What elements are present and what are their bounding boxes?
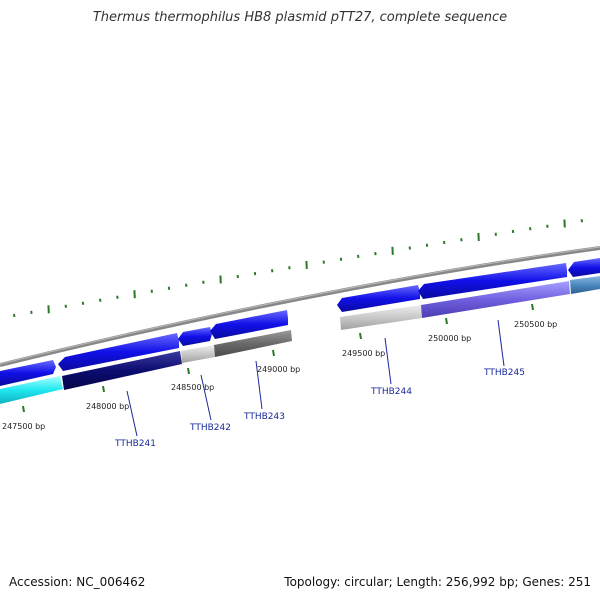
gene-label-tthb242[interactable]: TTHB242 (189, 423, 231, 433)
gene-block[interactable] (570, 276, 600, 294)
position-label: 248000 bp (86, 402, 129, 411)
accession-text: Accession: NC_006462 (9, 575, 146, 589)
gene-block[interactable] (62, 351, 182, 390)
gene-arrow[interactable] (0, 360, 56, 386)
reverse-genes (0, 276, 600, 404)
gene-label-tthb244[interactable]: TTHB244 (370, 387, 412, 397)
inner-ticks (22, 303, 534, 413)
gene-arrow[interactable] (58, 333, 179, 371)
tick-row (13, 219, 583, 318)
forward-genes (0, 258, 600, 386)
label-leaders (126, 319, 505, 437)
gene-block[interactable] (340, 305, 422, 330)
gene-arrow[interactable] (210, 310, 288, 339)
position-label: 249500 bp (342, 349, 385, 358)
gene-label-tthb245[interactable]: TTHB245 (483, 368, 525, 378)
gene-arrow[interactable] (337, 285, 420, 312)
position-label: 247500 bp (2, 422, 45, 431)
position-label: 250500 bp (514, 320, 557, 329)
map-title: Thermus thermophilus HB8 plasmid pTT27, … (92, 10, 508, 25)
gene-block[interactable] (214, 330, 292, 357)
summary-text: Topology: circular; Length: 256,992 bp; … (284, 575, 591, 589)
gene-block[interactable] (181, 345, 215, 363)
gene-arrow[interactable] (178, 327, 212, 346)
gene-label-tthb241[interactable]: TTHB241 (114, 439, 156, 449)
backbone-line (0, 246, 600, 367)
gene-arrow[interactable] (568, 258, 600, 277)
gene-block[interactable] (421, 281, 570, 318)
gene-block[interactable] (0, 376, 63, 404)
gene-arrow[interactable] (418, 263, 567, 299)
position-label: 250000 bp (428, 334, 471, 343)
position-label: 249000 bp (257, 365, 300, 374)
position-label: 248500 bp (171, 383, 214, 392)
gene-label-tthb243[interactable]: TTHB243 (243, 412, 285, 422)
backbone-highlight (0, 246, 600, 365)
